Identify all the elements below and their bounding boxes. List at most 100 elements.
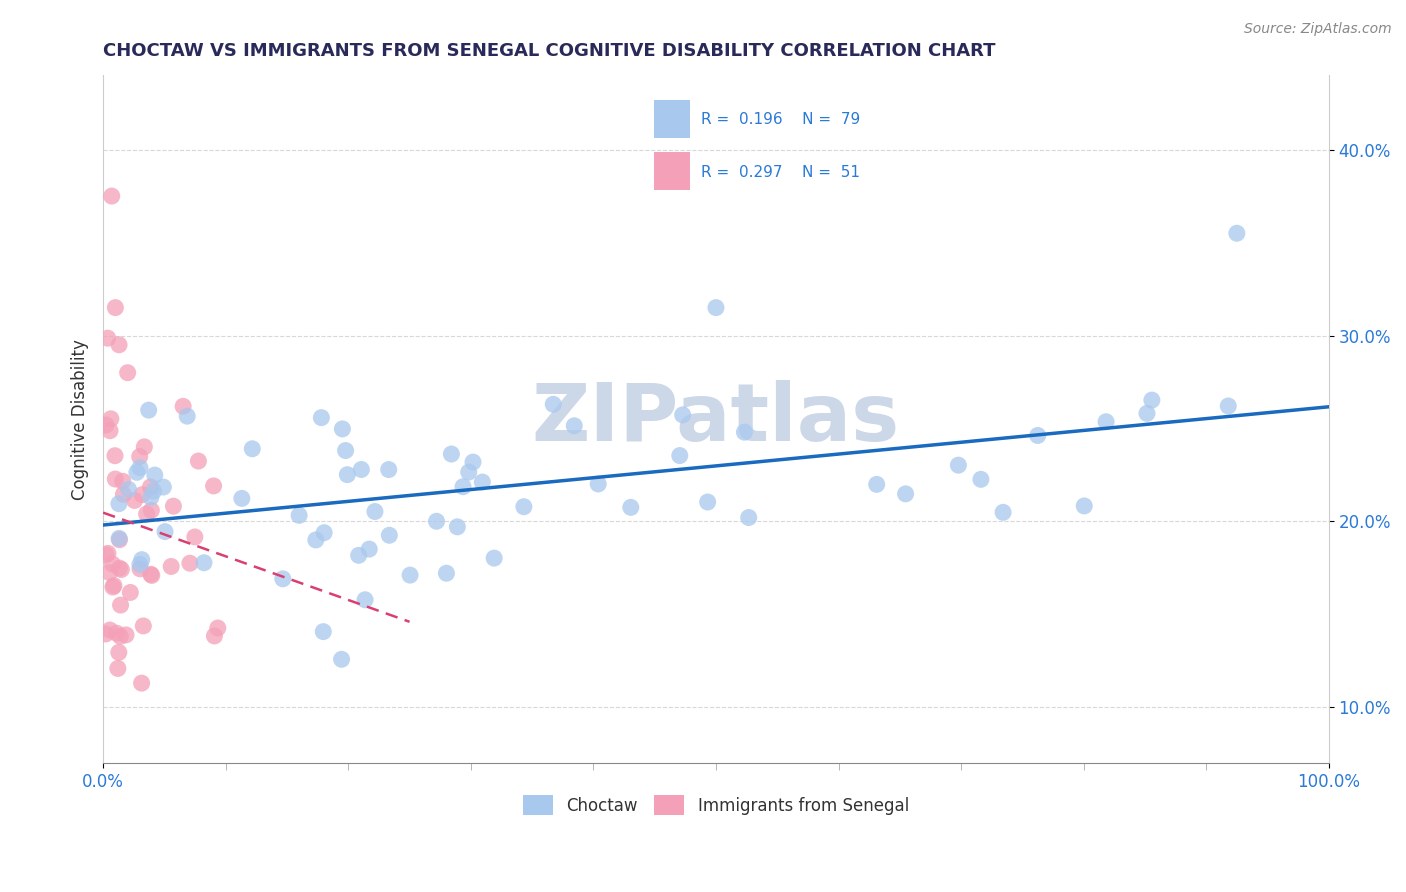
Point [111,475,134,489]
Point [541,397,564,411]
Point [1095,415,1118,429]
Point [440,447,463,461]
Point [110,562,132,576]
Point [377,462,399,476]
Point [347,549,370,563]
Point [112,487,135,501]
Point [94,548,117,562]
Point [586,477,609,491]
Point [117,366,139,380]
Point [110,629,132,643]
Point [142,484,165,499]
Point [354,592,377,607]
Point [110,598,132,612]
Point [179,556,201,570]
Point [115,628,138,642]
Point [513,500,536,514]
Point [482,551,505,566]
Point [101,580,124,594]
Point [1073,499,1095,513]
Point [738,510,761,524]
Point [184,530,207,544]
Point [425,514,447,528]
Point [733,425,755,439]
Y-axis label: Cognitive Disability: Cognitive Disability [72,339,89,500]
Point [141,568,163,582]
Point [202,479,225,493]
Point [101,557,124,571]
Point [231,491,253,506]
Point [104,301,127,315]
Point [336,467,359,482]
Point [894,487,917,501]
Point [1136,406,1159,420]
Point [207,621,229,635]
Point [131,676,153,690]
Point [94,627,117,641]
Point [152,480,174,494]
Point [461,455,484,469]
Point [129,460,152,475]
Point [141,503,163,517]
Point [128,558,150,572]
Point [100,189,122,203]
Legend: Choctaw, Immigrants from Senegal: Choctaw, Immigrants from Senegal [515,787,917,823]
Point [451,480,474,494]
Point [98,424,121,438]
Point [108,561,131,575]
Point [143,468,166,483]
Point [129,562,152,576]
Point [139,567,162,582]
Point [94,417,117,432]
Point [132,619,155,633]
Point [332,422,354,436]
Point [312,624,335,639]
Point [866,477,889,491]
Point [288,508,311,523]
Point [457,465,479,479]
Point [134,440,156,454]
Point [446,520,468,534]
Point [104,449,127,463]
Point [124,493,146,508]
Point [330,652,353,666]
Point [271,572,294,586]
Point [105,626,128,640]
Point [108,532,131,546]
Point [620,500,643,515]
Point [176,409,198,424]
Point [108,338,131,352]
Point [305,533,328,547]
Point [108,645,131,659]
Point [364,504,387,518]
Point [240,442,263,456]
Point [436,566,458,581]
Text: ZIPatlas: ZIPatlas [531,380,900,458]
Point [135,507,157,521]
Point [696,495,718,509]
Point [350,462,373,476]
Text: CHOCTAW VS IMMIGRANTS FROM SENEGAL COGNITIVE DISABILITY CORRELATION CHART: CHOCTAW VS IMMIGRANTS FROM SENEGAL COGNI… [103,42,995,60]
Point [991,505,1014,519]
Point [108,497,131,511]
Point [120,585,142,599]
Point [97,331,120,345]
Point [131,552,153,566]
Point [117,483,139,497]
Point [399,568,422,582]
Point [378,528,401,542]
Point [704,301,727,315]
Point [98,623,121,637]
Point [98,566,121,580]
Point [97,546,120,560]
Point [104,472,127,486]
Point [108,533,131,547]
Point [139,491,162,505]
Point [193,556,215,570]
Point [172,400,194,414]
Point [160,559,183,574]
Point [128,450,150,464]
Point [314,525,336,540]
Point [672,408,695,422]
Point [162,499,184,513]
